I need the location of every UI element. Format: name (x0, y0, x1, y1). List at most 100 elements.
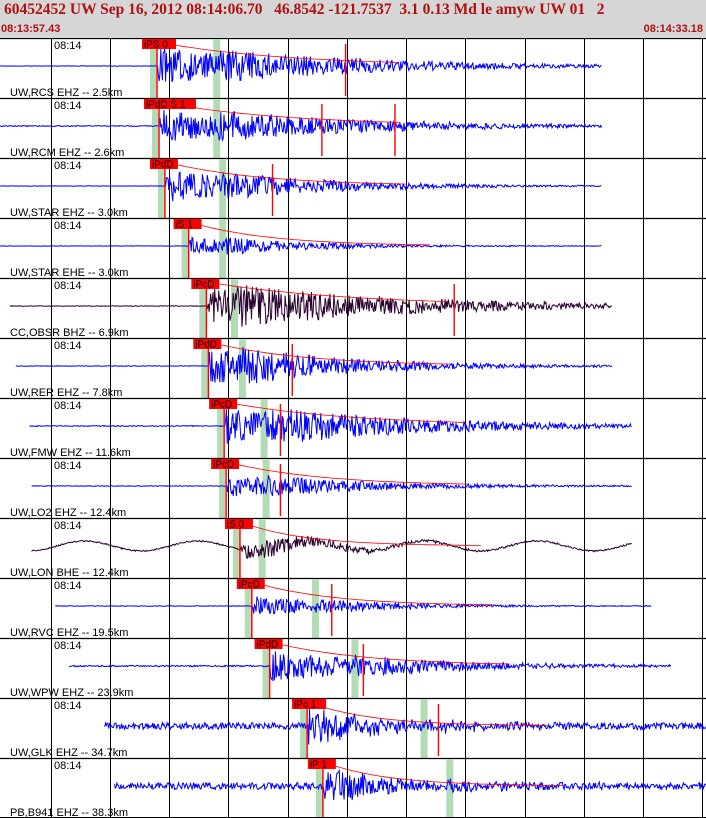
time-tick-label: 08:14 (54, 100, 82, 112)
time-tick-label: 08:14 (54, 280, 82, 292)
station-label: UW,RER EHZ -- 7.8km (10, 387, 122, 399)
coda-curve (189, 221, 430, 246)
waveform (29, 409, 632, 444)
pick-box (224, 519, 253, 529)
waveform (68, 651, 672, 682)
pick-box (211, 459, 240, 469)
waveform (0, 48, 602, 83)
pick-label: iS 1 (176, 220, 194, 231)
trace-row: 08:14 iPS 0 UW,RCS EHZ -- 2.5km (0, 38, 706, 99)
time-tick-label: 08:14 (54, 400, 82, 412)
coda-curve (252, 581, 493, 606)
waveform (0, 110, 603, 143)
coda-curve (209, 341, 450, 365)
station-label: UW,WPW EHZ -- 23.9km (10, 687, 133, 699)
waveform (0, 236, 602, 255)
time-tick-label: 08:14 (54, 460, 82, 472)
s-window (262, 459, 270, 518)
s-window (260, 399, 268, 458)
trace-row: 08:14 iS 1 UW,STAR EHE -- 3.0km (0, 217, 706, 279)
p-window (181, 219, 188, 278)
station-label: UW,STAR EHZ -- 3.0km (10, 207, 128, 219)
trace-row: 08:14 iPcD CC,OBSR BHZ -- 6.9km (0, 277, 706, 339)
station-label: UW,STAR EHE -- 3.0km (10, 267, 128, 279)
trace-row: 08:14 iP 1 PB,B941 EHZ -- 38.3km (0, 757, 706, 818)
station-label: UW,RCM EHZ -- 2.6km (10, 147, 124, 159)
waveform (9, 285, 612, 327)
trace-row: 08:14 iPdD UW,WPW EHZ -- 23.9km (0, 637, 706, 699)
event-title: 60452452 UW Sep 16, 2012 08:14:06.70 46.… (4, 1, 605, 18)
waveform (55, 596, 652, 615)
pick-label: iPcD (193, 280, 214, 291)
trace-row: 08:14 iPcD UW,LO2 EHZ -- 12.4km (0, 457, 706, 519)
coda-curve (165, 161, 406, 185)
pick-label: iPc 1 (294, 700, 317, 711)
pick-box (254, 639, 283, 649)
pick-label: iPcD (213, 460, 234, 471)
pick-box (191, 279, 220, 289)
pick-box (193, 339, 222, 349)
p-window (262, 639, 269, 698)
p-window (219, 459, 226, 518)
time-tick-label: 08:14 (54, 640, 82, 652)
coda-curve (270, 641, 511, 665)
event-header: 60452452 UW Sep 16, 2012 08:14:06.70 46.… (0, 0, 706, 38)
pick-label: iPS 0 (144, 40, 168, 51)
time-tick-label: 08:14 (54, 760, 82, 772)
station-label: UW,RVC EHZ -- 19.5km (10, 627, 128, 639)
p-window (151, 99, 158, 158)
coda-curve (225, 401, 466, 423)
coda-curve (323, 761, 564, 786)
coda-curve (159, 101, 401, 123)
time-tick-label: 08:14 (54, 520, 82, 532)
trace-row: 08:14 iPdD S 1 UW,RCM EHZ -- 2.6km (0, 97, 706, 159)
trace-row: 08:14 iPcD UW,FMW EHZ -- 11.6km (0, 397, 706, 459)
pick-box (209, 399, 238, 409)
p-window (217, 399, 224, 458)
time-tick-label: 08:14 (54, 220, 82, 232)
trace-row: 08:14 iPcD UW,RVC EHZ -- 19.5km (0, 577, 706, 639)
waveform (114, 768, 706, 801)
pick-label: iPdD (195, 340, 217, 351)
coda-curve (207, 281, 448, 302)
pick-box (173, 219, 202, 229)
pick-box (149, 159, 178, 169)
station-label: UW,FMW EHZ -- 11.6km (10, 447, 131, 459)
window-end-time: 08:14:33.18 (643, 23, 703, 35)
pick-label: iPcD (211, 400, 232, 411)
waveform (104, 709, 706, 745)
waveform (0, 171, 602, 202)
station-label: UW,RCS EHZ -- 2.5km (10, 87, 122, 99)
station-label: UW,LON BHE -- 12.4km (10, 567, 129, 579)
pick-box (143, 99, 196, 109)
s-window (420, 699, 428, 758)
pick-box (292, 699, 327, 709)
station-label: UW,LO2 EHZ -- 12.4km (10, 507, 126, 519)
coda-curve (227, 461, 468, 485)
s-window (219, 159, 227, 218)
time-tick-label: 08:14 (54, 40, 82, 52)
station-label: UW,GLK EHZ -- 34.7km (10, 747, 127, 759)
pick-label: iPcD (239, 580, 260, 591)
trace-row: 08:14 iPdD UW,STAR EHZ -- 3.0km (0, 157, 706, 219)
window-start-time: 08:13:57.43 (1, 23, 61, 35)
waveform (15, 347, 613, 384)
pick-box (236, 579, 265, 589)
p-window (201, 339, 208, 398)
p-window (300, 699, 307, 758)
pick-label: iS 0 (227, 520, 245, 531)
waveform (31, 535, 632, 559)
p-window (149, 39, 156, 98)
pick-box (307, 759, 336, 769)
s-window (351, 639, 359, 698)
trace-row: 08:14 iPc 1 UW,GLK EHZ -- 34.7km (0, 697, 706, 759)
time-tick-label: 08:14 (54, 580, 82, 592)
trace-row: 08:14 iS 0 UW,LON BHE -- 12.4km (0, 517, 706, 579)
trace-row: 08:14 iPdD UW,RER EHZ -- 7.8km (0, 337, 706, 399)
coda-curve (240, 521, 481, 546)
pick-label: iPdD (257, 640, 279, 651)
station-label: CC,OBSR BHZ -- 6.9km (10, 327, 129, 339)
pick-label: iPdD S 1 (146, 100, 186, 111)
